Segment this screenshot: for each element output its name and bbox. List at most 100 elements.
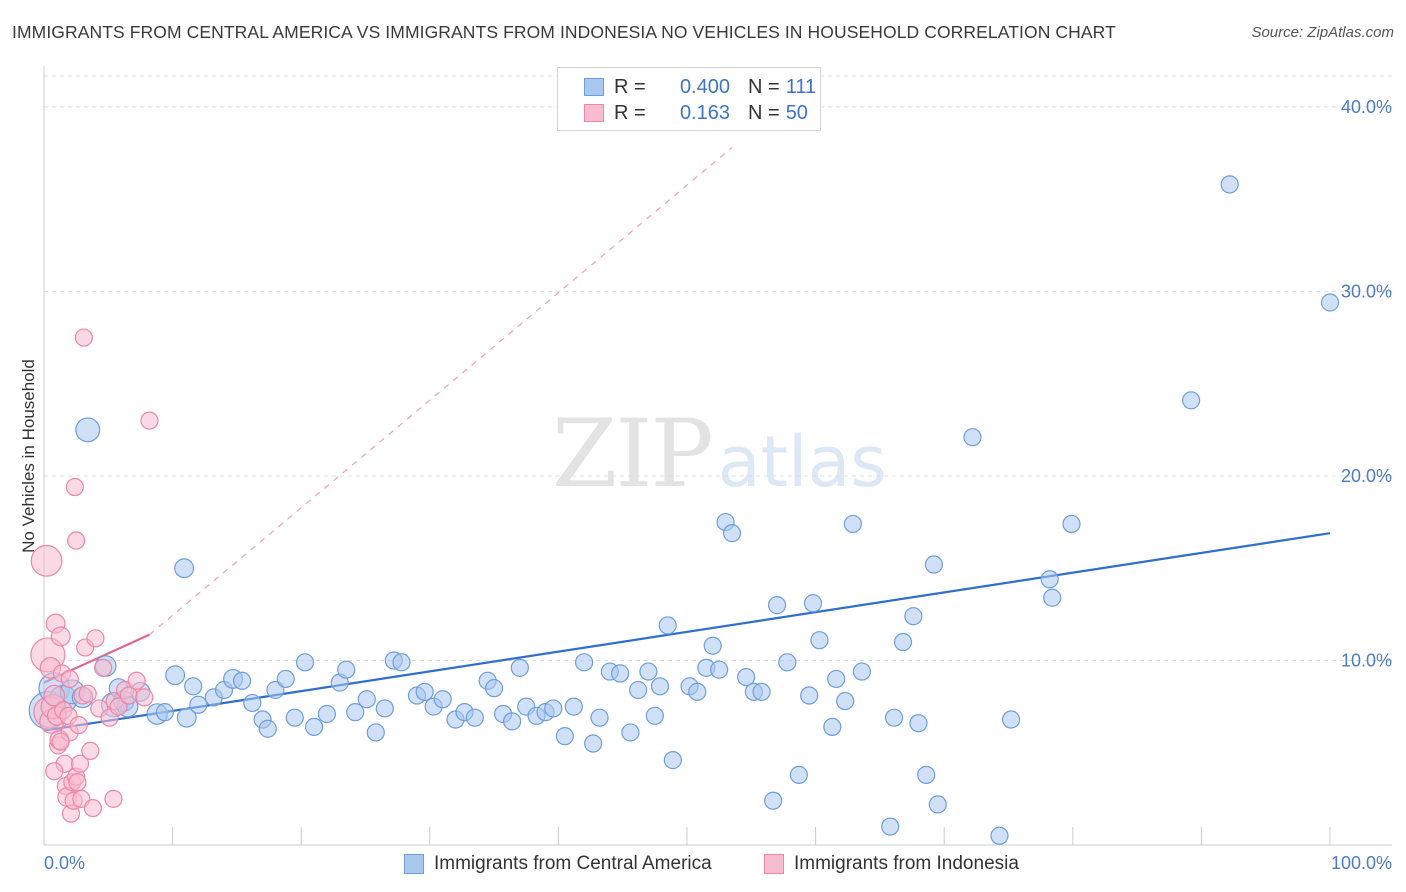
point-central-america [295, 653, 315, 672]
point-indonesia [60, 669, 79, 689]
point-central-america [767, 596, 787, 615]
point-central-america [266, 680, 285, 700]
bottom-legend-label-indonesia: Immigrants from Indonesia [794, 853, 1019, 874]
legend-r-label: R = [614, 75, 646, 98]
series-indonesia-points [30, 328, 159, 823]
point-indonesia [70, 754, 90, 773]
point-central-america [555, 727, 574, 746]
point-central-america [1040, 570, 1059, 589]
point-central-america [1182, 391, 1201, 410]
trend-lines [43, 147, 1331, 732]
point-central-america [827, 669, 846, 689]
point-indonesia [86, 629, 105, 648]
point-central-america [650, 677, 670, 696]
bottom-legend-central-america: Immigrants from Central America [404, 852, 712, 876]
point-central-america [575, 653, 594, 672]
series-central-america-points [28, 175, 1340, 845]
point-central-america [366, 723, 385, 742]
point-indonesia [65, 477, 84, 497]
point-central-america [176, 707, 197, 728]
point-central-america [564, 697, 583, 716]
point-central-america [1062, 514, 1081, 534]
point-central-america [803, 594, 823, 613]
legend-n-value: 50 [785, 101, 808, 124]
point-indonesia [67, 531, 86, 550]
tick-labels: 10.0% 20.0% 30.0% 40.0% 0.0% 100.0% [44, 97, 1392, 873]
point-central-america [703, 636, 722, 655]
point-central-america [639, 662, 658, 681]
legend-r-value: 0.163 [679, 101, 730, 124]
point-indonesia [69, 715, 88, 735]
trend-line-indonesia-extension [149, 147, 733, 636]
point-indonesia [45, 762, 64, 781]
point-central-america [924, 555, 944, 574]
point-indonesia [140, 411, 159, 430]
point-central-america [415, 682, 434, 701]
point-central-america [189, 695, 208, 714]
point-central-america [663, 751, 682, 770]
point-central-america [510, 658, 529, 677]
point-indonesia [68, 773, 87, 792]
point-central-america [658, 616, 677, 635]
point-central-america [688, 682, 707, 701]
y-tick-label: 10.0% [1341, 650, 1392, 670]
point-indonesia [51, 732, 70, 751]
point-central-america [928, 795, 947, 814]
point-indonesia [78, 684, 97, 703]
point-central-america [611, 664, 630, 683]
legend-r-label: R = [614, 101, 646, 124]
legend-n-label: N = [748, 75, 780, 98]
point-central-america [621, 723, 640, 742]
point-central-america [433, 690, 452, 709]
point-central-america [337, 660, 356, 679]
point-central-america [963, 428, 982, 447]
chart-source: Source: ZipAtlas.com [1251, 24, 1394, 41]
point-central-america [243, 693, 262, 713]
point-indonesia [104, 789, 123, 808]
y-tick-label: 30.0% [1341, 281, 1392, 301]
point-indonesia [30, 544, 63, 577]
point-central-america [485, 679, 504, 698]
point-central-america [710, 660, 729, 679]
bottom-legend-swatch-blue [404, 854, 424, 874]
point-central-america [1043, 588, 1062, 607]
point-central-america [823, 717, 842, 737]
point-indonesia [43, 684, 66, 707]
point-central-america [852, 662, 871, 681]
point-central-america [346, 703, 365, 722]
point-central-america [810, 631, 829, 650]
point-central-america [629, 680, 648, 700]
point-indonesia [83, 798, 102, 818]
point-central-america [1001, 710, 1021, 729]
point-central-america [357, 690, 376, 709]
grid-lines [44, 75, 1392, 661]
point-central-america [155, 703, 174, 722]
point-central-america [184, 677, 203, 696]
point-central-america [375, 699, 394, 718]
point-central-america [232, 671, 252, 690]
bottom-legend-indonesia: Immigrants from Indonesia [764, 852, 1019, 876]
y-tick-label: 20.0% [1341, 466, 1392, 486]
legend-swatch-pink [584, 104, 604, 122]
point-central-america [764, 791, 783, 810]
point-central-america [392, 653, 411, 672]
point-central-america [276, 669, 295, 689]
point-indonesia [135, 688, 154, 707]
x-tick-label-min: 0.0% [44, 853, 85, 873]
point-central-america [843, 514, 862, 534]
point-central-america [285, 708, 304, 727]
point-central-america [881, 817, 900, 836]
point-central-america [893, 632, 913, 652]
legend-n-value: 111 [785, 75, 817, 98]
bottom-legend-swatch-pink [764, 854, 784, 874]
point-indonesia [127, 671, 146, 690]
point-central-america [584, 734, 603, 753]
point-central-america [737, 667, 756, 687]
point-central-america [590, 708, 609, 727]
point-indonesia [50, 626, 71, 647]
y-axis-label: No Vehicles in Household [19, 359, 38, 553]
point-central-america [884, 708, 904, 727]
point-central-america [645, 706, 664, 725]
point-central-america [503, 712, 522, 731]
